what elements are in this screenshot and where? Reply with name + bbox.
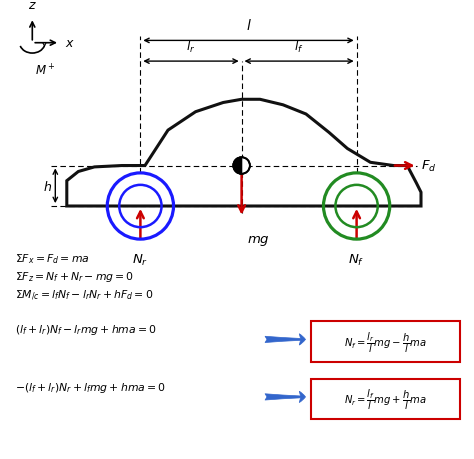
Text: $\Sigma M_{/c} = l_f N_f - l_r N_r + hF_d = 0$: $\Sigma M_{/c} = l_f N_f - l_r N_r + hF_… <box>15 288 154 302</box>
Text: $F_d$: $F_d$ <box>421 159 437 174</box>
FancyBboxPatch shape <box>311 322 460 362</box>
Circle shape <box>233 158 250 174</box>
Text: $N_f = \dfrac{l_r}{l}mg - \dfrac{h}{l}ma$: $N_f = \dfrac{l_r}{l}mg - \dfrac{h}{l}ma… <box>344 329 427 354</box>
Text: $l_f$: $l_f$ <box>294 39 304 55</box>
Text: $\Sigma F_x = F_d = ma$: $\Sigma F_x = F_d = ma$ <box>15 252 90 265</box>
Text: $-\left(l_f + l_r\right)N_r + l_f mg + hma = 0$: $-\left(l_f + l_r\right)N_r + l_f mg + h… <box>15 380 166 394</box>
Text: $l_r$: $l_r$ <box>186 39 196 55</box>
Text: $M^+$: $M^+$ <box>35 63 55 78</box>
Text: $mg$: $mg$ <box>247 233 270 247</box>
Text: $h$: $h$ <box>43 179 52 193</box>
FancyBboxPatch shape <box>311 379 460 420</box>
Text: $l$: $l$ <box>246 18 251 33</box>
Text: $x$: $x$ <box>65 37 75 50</box>
Text: $z$: $z$ <box>28 0 36 12</box>
Text: $\left(l_f + l_r\right)N_f - l_r mg + hma = 0$: $\left(l_f + l_r\right)N_f - l_r mg + hm… <box>15 322 157 336</box>
Polygon shape <box>233 158 242 174</box>
Text: $N_r$: $N_r$ <box>132 252 148 268</box>
Text: $\Sigma F_z = N_f + N_r - mg = 0$: $\Sigma F_z = N_f + N_r - mg = 0$ <box>15 270 135 284</box>
Text: $N_f$: $N_f$ <box>348 252 365 268</box>
Text: $N_r = \dfrac{l_f}{l}mg + \dfrac{h}{l}ma$: $N_r = \dfrac{l_f}{l}mg + \dfrac{h}{l}ma… <box>344 386 427 411</box>
